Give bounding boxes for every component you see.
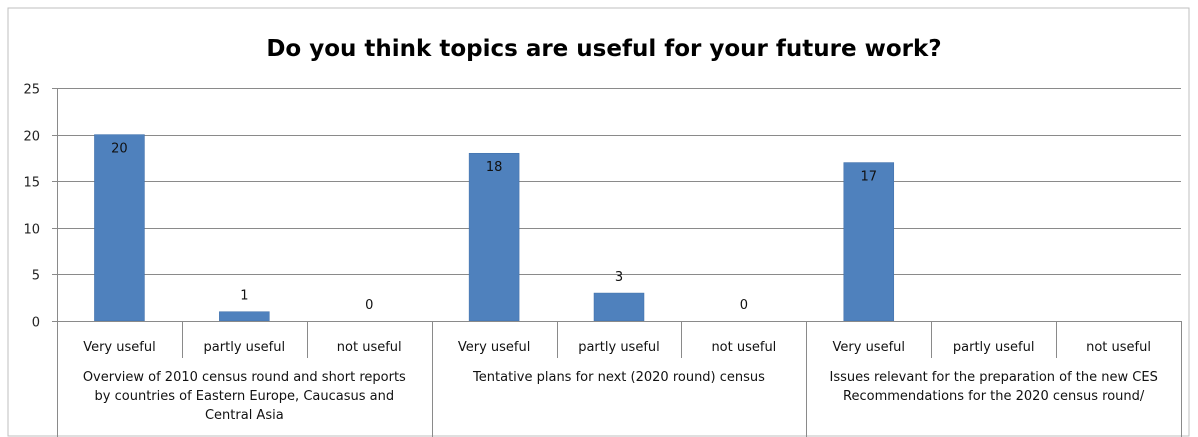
- category-label: Very useful: [83, 340, 156, 355]
- category-label: Very useful: [833, 340, 906, 355]
- group-label: Overview of 2010 census round and short …: [83, 370, 406, 385]
- category-label: partly useful: [578, 340, 660, 355]
- group-label: by countries of Eastern Europe, Caucasus…: [95, 389, 395, 404]
- category-labels: Very useful partly useful not useful Overvi…: [83, 340, 1158, 423]
- category-label: partly useful: [204, 340, 286, 355]
- data-label: 0: [365, 298, 373, 313]
- data-label: 1: [240, 289, 248, 304]
- group-label: Recommendations for the 2020 census roun…: [843, 389, 1145, 404]
- data-labels: 20 1 0 18 3 0 17: [111, 142, 877, 313]
- x-axis: [52, 88, 1182, 437]
- bar: [593, 292, 645, 322]
- data-label: 18: [486, 160, 503, 175]
- group-label: Central Asia: [205, 408, 284, 423]
- gridlines: [57, 88, 1181, 275]
- y-tick-label: 10: [23, 223, 40, 238]
- data-label: 3: [615, 270, 623, 285]
- y-tick-label: 25: [23, 83, 40, 98]
- chart-frame: [7, 7, 1190, 437]
- bar: [94, 134, 145, 322]
- data-label: 20: [111, 142, 128, 157]
- y-tick-label: 5: [32, 269, 40, 284]
- bar: [468, 152, 520, 322]
- chart-title: Do you think topics are useful for your …: [266, 36, 941, 62]
- bar: [843, 162, 895, 322]
- data-label: 0: [740, 298, 748, 313]
- bars: [94, 134, 895, 322]
- group-label: Issues relevant for the preparation of t…: [829, 370, 1157, 385]
- y-axis-ticks: 0 5 10 15 20 25: [23, 83, 40, 331]
- category-label: not useful: [711, 340, 776, 355]
- y-tick-label: 0: [32, 316, 40, 331]
- category-label: Very useful: [458, 340, 531, 355]
- bar: [219, 311, 270, 322]
- data-label: 17: [861, 170, 878, 185]
- category-label: partly useful: [953, 340, 1035, 355]
- category-label: not useful: [337, 340, 402, 355]
- category-label: not useful: [1086, 340, 1151, 355]
- y-tick-label: 20: [23, 130, 40, 145]
- y-tick-label: 15: [23, 176, 40, 191]
- group-label: Tentative plans for next (2020 round) ce…: [472, 370, 765, 385]
